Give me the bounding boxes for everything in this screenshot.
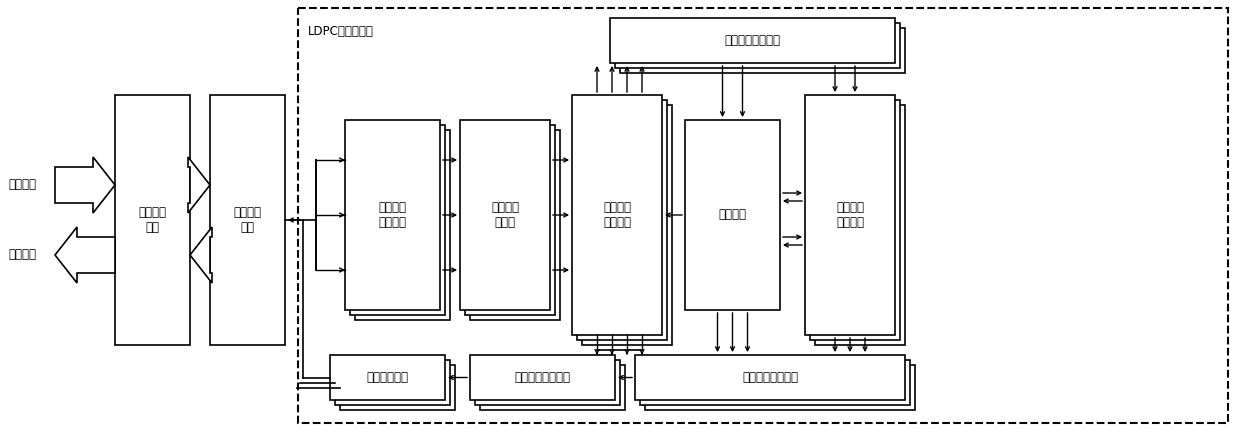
Bar [475,360,620,405]
Text: 译码结果存储模块: 译码结果存储模块 [515,371,570,384]
Text: 输出缓存模块: 输出缓存模块 [367,371,408,384]
Bar [298,8,1228,423]
Text: 变量节点存储模块: 变量节点存储模块 [724,34,780,47]
Text: LDPC并行译码核: LDPC并行译码核 [308,25,374,38]
Text: 输入数据
缓存模块: 输入数据 缓存模块 [378,201,407,229]
Bar [460,120,551,310]
Bar [480,365,625,410]
Text: 校验节点存储模块: 校验节点存储模块 [742,371,799,384]
Bar [615,23,900,68]
Bar [355,130,450,320]
Bar [577,100,667,340]
Text: 多核调度
模块: 多核调度 模块 [233,206,262,234]
Bar [805,95,895,335]
Text: 数据输出: 数据输出 [7,249,36,261]
Bar [345,120,440,310]
Bar [470,355,615,400]
Bar [572,95,662,335]
Text: 校验节点
阵列模块: 校验节点 阵列模块 [836,201,864,229]
Bar [684,120,780,310]
Bar [470,130,560,320]
Bar [815,105,905,345]
Bar [115,95,190,345]
Bar [610,18,895,63]
Bar [350,125,445,315]
Bar [335,360,450,405]
Bar [620,28,905,73]
Text: 变量节点
阵列模块: 变量节点 阵列模块 [603,201,631,229]
Bar [340,365,455,410]
Bar [330,355,445,400]
Polygon shape [190,227,212,283]
Text: 数据输入: 数据输入 [7,178,36,191]
Polygon shape [55,227,115,283]
Bar [645,365,915,410]
Bar [582,105,672,345]
Bar [635,355,905,400]
Bar [810,100,900,340]
Text: 软信息存
储模块: 软信息存 储模块 [491,201,520,229]
Bar [640,360,910,405]
Text: 数据缓存
模块: 数据缓存 模块 [139,206,166,234]
Bar [465,125,556,315]
Polygon shape [188,157,210,213]
Bar [210,95,285,345]
Text: 控制模块: 控制模块 [718,208,746,222]
Polygon shape [55,157,115,213]
